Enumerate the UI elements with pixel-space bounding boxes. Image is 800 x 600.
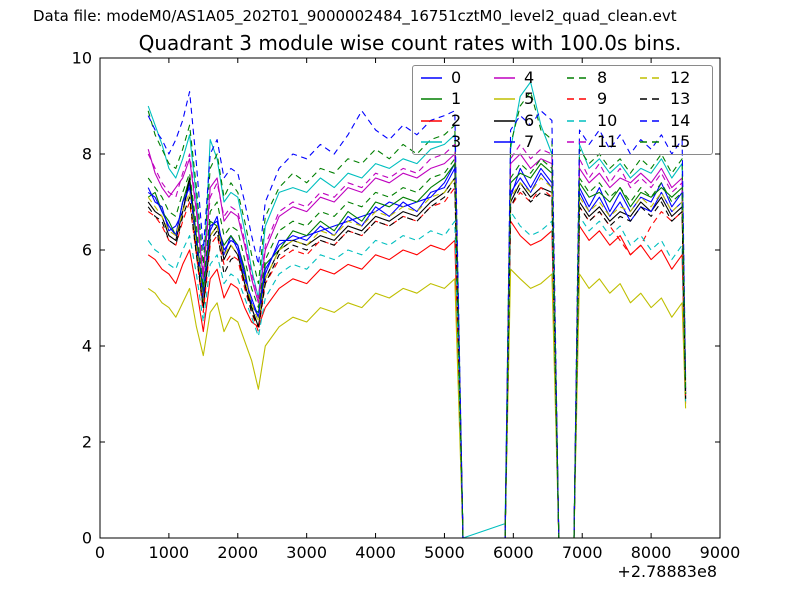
legend-entry-14: 14 [640,110,713,132]
legend-line-swatch [494,141,515,144]
legend-label: 9 [597,89,608,109]
legend-line-swatch [640,141,661,144]
y-tick-label: 0 [82,529,92,548]
y-tick-label: 4 [82,337,92,356]
legend-line-swatch [640,119,661,122]
legend-entry-10: 10 [567,110,640,132]
legend-entry-6: 6 [494,110,567,132]
legend-line-swatch [494,119,515,122]
series-line-12 [147,177,687,539]
legend-entry-5: 5 [494,89,567,111]
series-line-11 [147,143,687,539]
legend-line-swatch [421,98,442,101]
legend-line-swatch [640,76,661,79]
legend-label: 0 [451,67,462,87]
x-tick-label: 5000 [424,543,465,562]
legend-label: 10 [597,110,618,130]
x-tick-label: 1000 [149,543,190,562]
series-line-14 [147,91,687,539]
legend: 0 1 2 3 4 5 6 7 8 9 10 11 12 13 14 15 [412,65,713,155]
axes-frame [99,57,721,539]
y-tick-label: 6 [82,241,92,260]
legend-entry-8: 8 [567,67,640,89]
legend-entry-0: 0 [421,67,494,89]
legend-entry-7: 7 [494,132,567,154]
legend-line-swatch [421,119,442,122]
legend-entry-13: 13 [640,89,713,111]
series-line-6 [147,177,687,539]
legend-line-swatch [567,141,588,144]
legend-label: 13 [670,89,691,109]
legend-label: 15 [670,132,691,152]
legend-line-swatch [421,76,442,79]
legend-label: 3 [451,132,462,152]
x-tick-label: 0 [95,543,105,562]
legend-label: 2 [451,110,462,130]
x-axis-offset-label: +2.78883e8 [617,562,717,581]
legend-label: 6 [524,110,535,130]
x-tick-label: 8000 [631,543,672,562]
legend-label: 11 [597,132,618,152]
legend-entry-9: 9 [567,89,640,111]
legend-entry-3: 3 [421,132,494,154]
x-tick-label: 7000 [562,543,603,562]
legend-line-swatch [494,98,515,101]
legend-line-swatch [567,76,588,79]
x-tick-label: 2000 [217,543,258,562]
series-line-8 [147,91,687,539]
series-line-10 [147,211,687,539]
legend-entry-15: 15 [640,132,713,154]
legend-line-swatch [494,76,515,79]
legend-label: 7 [524,132,535,152]
legend-label: 8 [597,67,608,87]
x-tick-label: 4000 [355,543,396,562]
legend-label: 14 [670,110,691,130]
legend-entry-12: 12 [640,67,713,89]
series-line-2 [147,220,687,539]
legend-label: 5 [524,89,535,109]
legend-line-swatch [567,119,588,122]
legend-label: 4 [524,67,535,87]
legend-label: 1 [451,89,462,109]
x-tick-label: 3000 [286,543,327,562]
x-tick-label: 6000 [493,543,534,562]
y-tick-label: 10 [72,49,92,68]
y-tick-label: 8 [82,145,92,164]
chart-title: Quadrant 3 module wise count rates with … [138,31,682,55]
y-tick-label: 2 [82,433,92,452]
legend-line-swatch [421,141,442,144]
legend-entry-1: 1 [421,89,494,111]
data-file-label: Data file: modeM0/AS1A05_202T01_90000024… [33,7,677,25]
x-tick-label: 9000 [700,543,741,562]
legend-label: 12 [670,67,691,87]
legend-line-swatch [640,98,661,101]
legend-entry-4: 4 [494,67,567,89]
series-line-9 [147,187,687,539]
series-line-13 [147,182,687,539]
series-line-7 [147,167,687,539]
legend-entry-2: 2 [421,110,494,132]
legend-line-swatch [567,98,588,101]
legend-entry-11: 11 [567,132,640,154]
series-line-5 [147,268,687,539]
